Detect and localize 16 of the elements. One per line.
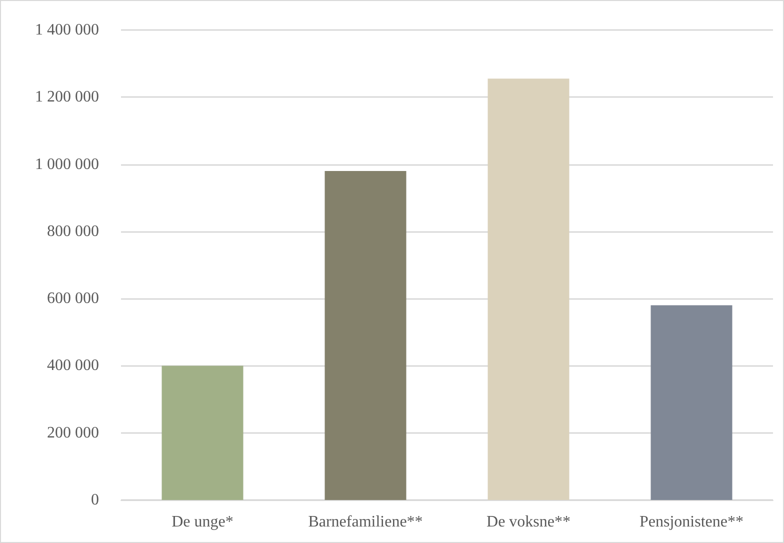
bar xyxy=(488,78,570,500)
bar xyxy=(324,171,406,500)
x-tick-label: Barnefamiliene** xyxy=(308,514,423,530)
bar xyxy=(650,305,732,500)
y-tick-label: 600 000 xyxy=(47,290,99,308)
x-tick-label: De voksne** xyxy=(486,514,570,530)
y-tick-label: 1 400 000 xyxy=(35,22,99,38)
x-tick-label: De unge* xyxy=(172,514,234,530)
x-tick-label: Pensjonistene** xyxy=(640,514,744,530)
y-tick-label: 800 000 xyxy=(47,222,99,240)
y-tick-label: 200 000 xyxy=(47,424,99,442)
y-tick-label: 400 000 xyxy=(47,357,99,374)
y-tick-label: 0 xyxy=(91,492,99,508)
y-tick-label: 1 000 000 xyxy=(35,156,99,173)
bar xyxy=(162,366,244,500)
y-tick-label: 1 200 000 xyxy=(35,88,99,106)
